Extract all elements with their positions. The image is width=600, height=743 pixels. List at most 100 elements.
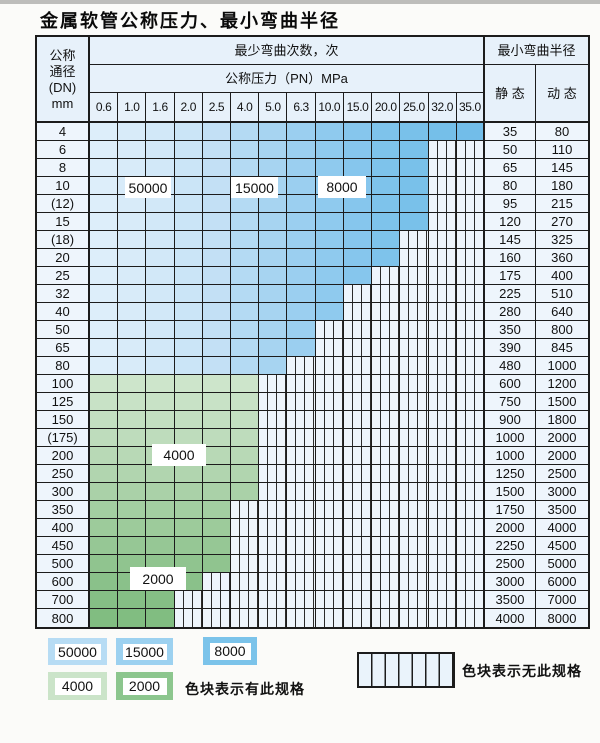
no-spec-hatch-cell xyxy=(372,411,401,429)
no-spec-hatch-cell xyxy=(428,465,457,483)
spec-cell xyxy=(287,285,316,303)
spec-cell xyxy=(202,555,232,573)
static-value-cell: 120 xyxy=(484,213,536,231)
no-spec-hatch-cell xyxy=(456,465,485,483)
no-spec-hatch-cell xyxy=(456,537,485,555)
no-spec-hatch-cell xyxy=(259,555,288,573)
spec-cell xyxy=(372,123,401,141)
spec-cell xyxy=(174,195,203,213)
spec-cell xyxy=(259,213,288,231)
spec-cell xyxy=(146,609,175,627)
dynamic-value-cell: 325 xyxy=(535,231,588,249)
no-spec-hatch-cell xyxy=(259,465,288,483)
no-spec-hatch-cell xyxy=(372,429,401,447)
static-value-cell: 95 xyxy=(484,195,536,213)
spec-cell xyxy=(287,123,316,141)
no-spec-hatch-cell xyxy=(456,393,485,411)
spec-cell xyxy=(231,303,260,321)
no-spec-hatch-cell xyxy=(315,609,344,627)
dn-cell: 400 xyxy=(37,519,90,537)
spec-cell xyxy=(118,501,147,519)
spec-cell xyxy=(202,267,232,285)
no-spec-hatch-cell xyxy=(259,537,288,555)
spec-cell xyxy=(202,411,232,429)
spec-cell xyxy=(90,555,119,573)
spec-cell xyxy=(202,213,232,231)
no-spec-hatch-cell xyxy=(259,483,288,501)
static-value-cell: 900 xyxy=(484,411,536,429)
dn-cell: 50 xyxy=(37,321,90,339)
spec-cell xyxy=(118,411,147,429)
no-spec-hatch-cell xyxy=(428,141,457,159)
dynamic-value-cell: 640 xyxy=(535,303,588,321)
pressure-column-header: 4.0 xyxy=(231,93,260,123)
spec-cell xyxy=(202,159,232,177)
no-spec-hatch-cell xyxy=(456,411,485,429)
dn-cell: (12) xyxy=(37,195,90,213)
no-spec-hatch-cell xyxy=(400,501,429,519)
no-spec-hatch-cell xyxy=(343,483,373,501)
spec-cell xyxy=(146,195,175,213)
static-value-cell: 4000 xyxy=(484,609,536,627)
no-spec-hatch-cell xyxy=(456,429,485,447)
static-value-cell: 80 xyxy=(484,177,536,195)
spec-cell xyxy=(118,519,147,537)
no-spec-hatch-cell xyxy=(343,303,373,321)
static-value-cell: 50 xyxy=(484,141,536,159)
dynamic-value-cell: 215 xyxy=(535,195,588,213)
no-spec-hatch-cell xyxy=(287,609,316,627)
no-spec-hatch-cell xyxy=(343,411,373,429)
spec-cell xyxy=(287,213,316,231)
spec-cell xyxy=(315,231,344,249)
dn-cell: 150 xyxy=(37,411,90,429)
dn-cell: 40 xyxy=(37,303,90,321)
no-spec-hatch-cell xyxy=(343,285,373,303)
spec-cell xyxy=(146,537,175,555)
dn-cell: (18) xyxy=(37,231,90,249)
spec-cell xyxy=(174,519,203,537)
dn-header-line: (DN) xyxy=(48,79,77,95)
no-spec-hatch-cell xyxy=(372,591,401,609)
spec-cell xyxy=(90,285,119,303)
spec-cell xyxy=(90,195,119,213)
static-value-cell: 2250 xyxy=(484,537,536,555)
pressure-column-header: 1.6 xyxy=(146,93,175,123)
radius-header: 最小弯曲半径 xyxy=(484,37,588,65)
spec-cell xyxy=(90,465,119,483)
spec-cell xyxy=(231,195,260,213)
dynamic-value-cell: 1500 xyxy=(535,393,588,411)
spec-cell xyxy=(287,303,316,321)
no-spec-hatch-cell xyxy=(428,555,457,573)
dn-cell: 32 xyxy=(37,285,90,303)
spec-cell xyxy=(90,303,119,321)
dn-cell: 15 xyxy=(37,213,90,231)
spec-cell xyxy=(400,159,429,177)
legend-no-spec-text: 色块表示无此规格 xyxy=(462,663,582,679)
no-spec-hatch-cell xyxy=(456,609,485,627)
no-spec-hatch-cell xyxy=(372,321,401,339)
spec-cell xyxy=(174,213,203,231)
no-spec-hatch-cell xyxy=(231,537,260,555)
spec-cell xyxy=(202,249,232,267)
spec-cell xyxy=(315,159,344,177)
spec-cell xyxy=(202,339,232,357)
spec-cell xyxy=(118,483,147,501)
spec-cell xyxy=(315,285,344,303)
spec-cell xyxy=(372,249,401,267)
no-spec-hatch-cell xyxy=(428,213,457,231)
dynamic-value-cell: 2000 xyxy=(535,447,588,465)
spec-cell xyxy=(146,519,175,537)
spec-cell xyxy=(372,141,401,159)
dn-header-cell: 公称 通径 (DN) mm xyxy=(37,37,90,123)
dynamic-value-cell: 845 xyxy=(535,339,588,357)
spec-cell xyxy=(315,249,344,267)
spec-cell xyxy=(400,177,429,195)
no-spec-hatch-cell xyxy=(400,393,429,411)
no-spec-hatch-cell xyxy=(343,447,373,465)
no-spec-hatch-cell xyxy=(428,501,457,519)
spec-cell xyxy=(174,141,203,159)
pressure-column-header: 15.0 xyxy=(343,93,373,123)
spec-cell xyxy=(202,483,232,501)
spec-cell xyxy=(174,249,203,267)
spec-cell xyxy=(231,213,260,231)
